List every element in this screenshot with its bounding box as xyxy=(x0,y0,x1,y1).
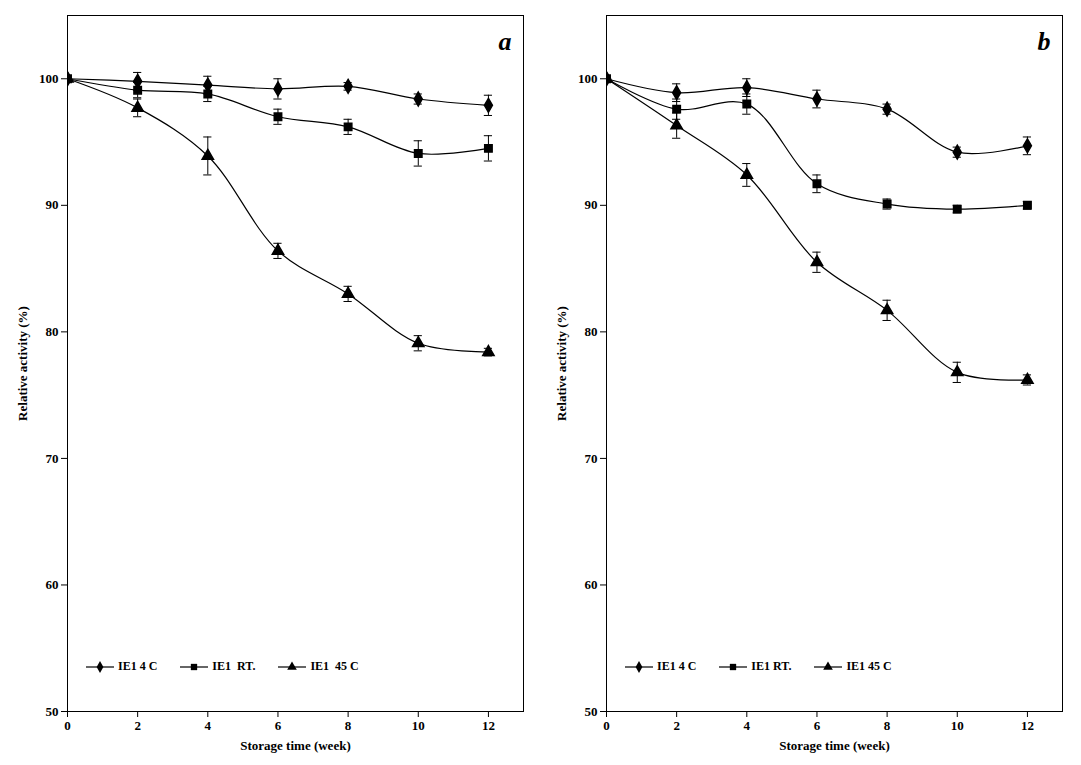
svg-text:b: b xyxy=(1038,27,1051,56)
svg-text:Storage time (week): Storage time (week) xyxy=(240,738,350,753)
svg-text:8: 8 xyxy=(345,718,352,733)
html-text:IE1 RT.: IE1 RT. xyxy=(212,659,256,673)
svg-text:10: 10 xyxy=(951,718,964,733)
svg-text:a: a xyxy=(499,27,512,56)
svg-text:90: 90 xyxy=(46,197,59,212)
svg-text:70: 70 xyxy=(585,451,598,466)
html-text:IE1 45 C: IE1 45 C xyxy=(846,659,892,673)
svg-text:0: 0 xyxy=(64,718,71,733)
svg-text:100: 100 xyxy=(578,71,598,86)
svg-text:70: 70 xyxy=(46,451,59,466)
svg-text:2: 2 xyxy=(673,718,680,733)
svg-text:12: 12 xyxy=(1021,718,1034,733)
html-text:IE1 RT.: IE1 RT. xyxy=(751,659,792,673)
svg-text:90: 90 xyxy=(585,197,598,212)
svg-text:4: 4 xyxy=(205,718,212,733)
svg-text:60: 60 xyxy=(585,577,598,592)
svg-text:0: 0 xyxy=(603,718,610,733)
svg-text:Relative activity (%): Relative activity (%) xyxy=(554,306,569,421)
html-text:IE1 45 C: IE1 45 C xyxy=(310,659,359,673)
svg-text:Relative activity (%): Relative activity (%) xyxy=(15,306,30,421)
svg-text:2: 2 xyxy=(134,718,141,733)
svg-text:80: 80 xyxy=(46,324,59,339)
svg-text:6: 6 xyxy=(275,718,282,733)
svg-text:12: 12 xyxy=(482,718,495,733)
html-text:IE1 4 C: IE1 4 C xyxy=(118,659,158,673)
svg-text:60: 60 xyxy=(46,577,59,592)
svg-text:50: 50 xyxy=(585,704,598,719)
svg-text:4: 4 xyxy=(744,718,751,733)
html-text:IE1 4 C: IE1 4 C xyxy=(657,659,697,673)
svg-text:50: 50 xyxy=(46,704,59,719)
svg-text:8: 8 xyxy=(884,718,891,733)
svg-text:Storage time (week): Storage time (week) xyxy=(779,738,889,753)
svg-text:6: 6 xyxy=(814,718,821,733)
svg-text:80: 80 xyxy=(585,324,598,339)
svg-text:10: 10 xyxy=(412,718,425,733)
svg-text:100: 100 xyxy=(39,71,59,86)
